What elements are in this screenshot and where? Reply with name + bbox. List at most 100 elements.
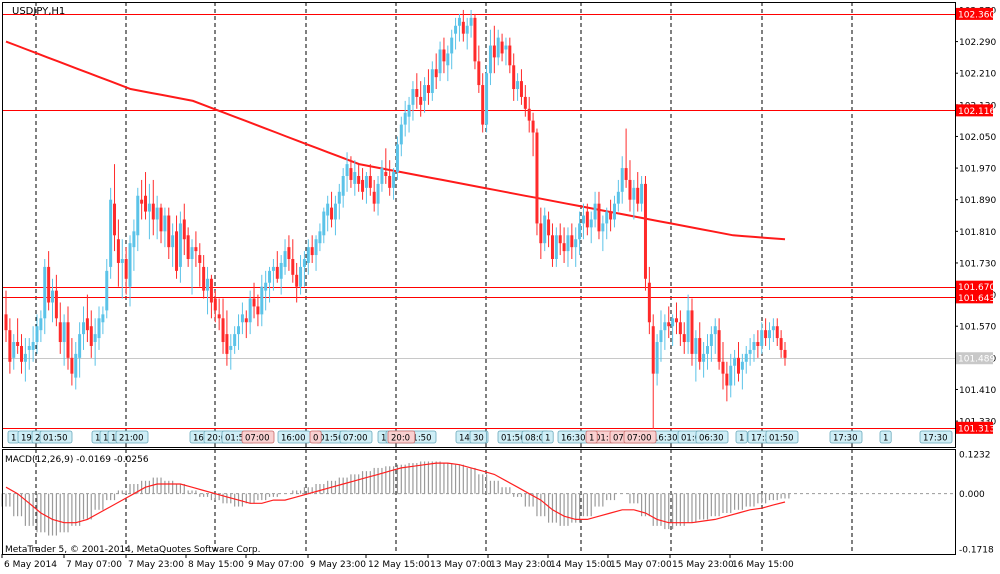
candle-body-3 — [16, 342, 20, 346]
macd-signal-line — [5, 462, 786, 524]
candle-body-84 — [330, 207, 334, 220]
candle-body-178 — [694, 338, 698, 354]
candle-body-9 — [39, 318, 43, 331]
price-tag-3 — [956, 291, 993, 304]
candle-body-53 — [209, 278, 213, 303]
candle-body-183 — [713, 326, 717, 335]
time-tick-label-7: 13 May 07:00 — [430, 560, 492, 570]
candle-body-201 — [783, 349, 787, 358]
candle-body-165 — [643, 183, 647, 279]
vertical-gridlines — [35, 2, 853, 554]
event-marker-bull-7 — [115, 430, 149, 444]
price-tick-label-5: 101.970 — [959, 165, 996, 175]
candle-body-51 — [202, 266, 206, 291]
candle-body-119 — [465, 25, 469, 34]
candle-body-15 — [62, 322, 66, 343]
candle-body-40 — [159, 207, 163, 232]
candle-body-160 — [624, 168, 628, 180]
horizontal-price-levels[interactable] — [2, 14, 955, 429]
candle-body-107 — [419, 96, 423, 105]
candle-body-129 — [504, 45, 508, 50]
candle-body-46 — [182, 219, 186, 240]
candle-body-24 — [97, 318, 101, 339]
candle-body-18 — [74, 353, 78, 378]
candle-body-21 — [85, 318, 89, 331]
candle-body-187 — [729, 365, 733, 386]
symbol-label: USDJPY,H1 — [12, 6, 65, 17]
candle-body-106 — [415, 89, 419, 97]
candle-body-23 — [93, 334, 97, 343]
event-marker-bear-2 — [387, 430, 416, 444]
candle-body-20 — [82, 322, 86, 335]
candle-body-2 — [12, 342, 16, 358]
candle-body-65 — [256, 306, 260, 315]
event-marker-bull-label-13: 07:00 — [343, 434, 368, 444]
candle-body-69 — [271, 266, 275, 271]
event-marker-strip[interactable]: 119:201:50116121:001620:001:5016:0001:50… — [7, 430, 953, 444]
event-marker-bull-29 — [765, 430, 799, 444]
event-marker-bull-label-9: 20:0 — [207, 434, 226, 444]
event-marker-bull-label-2: 2 — [35, 434, 40, 444]
candle-body-75 — [295, 274, 299, 287]
candle-body-101 — [395, 144, 399, 173]
candle-body-123 — [481, 85, 485, 125]
candle-body-5 — [23, 353, 27, 362]
candle-body-131 — [512, 65, 516, 90]
candle-body-33 — [132, 231, 136, 248]
candle-body-30 — [120, 259, 124, 263]
candle-body-142 — [554, 235, 558, 260]
candle-body-16 — [66, 322, 70, 358]
candle-body-42 — [167, 215, 171, 248]
candle-body-52 — [206, 278, 210, 291]
event-marker-bull-label-20: 08:0 — [525, 434, 544, 444]
candle-body-12 — [51, 290, 55, 303]
time-tick-label-5: 9 May 23:00 — [310, 560, 366, 570]
candle-body-61 — [240, 314, 244, 323]
candle-body-72 — [283, 251, 287, 267]
candle-body-158 — [616, 191, 620, 204]
candle-body-152 — [593, 203, 597, 220]
time-tick-label-0: 6 May 2014 — [4, 560, 57, 570]
time-tick-label-1: 7 May 07:00 — [66, 560, 122, 570]
candle-body-86 — [337, 191, 341, 204]
macd-tick-label-1: 0.000 — [959, 490, 985, 500]
candle-body-55 — [217, 314, 221, 319]
moving-average-line — [5, 40, 786, 241]
candle-body-58 — [229, 345, 233, 350]
candle-body-150 — [585, 211, 589, 228]
price-tag-label-0: 102.360 — [958, 10, 995, 20]
time-tick-label-8: 13 May 23:00 — [490, 560, 552, 570]
candle-body-196 — [764, 330, 768, 339]
candle-body-170 — [663, 322, 667, 331]
candle-body-67 — [264, 282, 268, 291]
candle-body-198 — [771, 326, 775, 331]
candle-body-194 — [756, 342, 760, 346]
price-tick-label-8: 101.730 — [959, 259, 996, 269]
candle-body-19 — [78, 334, 82, 358]
candle-body-114 — [446, 53, 450, 66]
candle-body-91 — [357, 175, 361, 184]
candle-body-173 — [674, 318, 678, 323]
candle-body-11 — [47, 266, 51, 303]
candle-body-70 — [275, 266, 279, 279]
candle-body-71 — [279, 262, 283, 279]
candle-body-177 — [690, 310, 694, 354]
candle-body-179 — [698, 338, 702, 362]
candle-body-127 — [496, 37, 500, 58]
price-tick-label-12: 101.410 — [959, 386, 996, 396]
candle-body-56 — [221, 318, 225, 343]
candle-body-104 — [407, 104, 411, 117]
candle-body-26 — [105, 270, 109, 311]
event-marker-bear-label-0: 07:00 — [245, 434, 270, 444]
time-tick-label-2: 7 May 23:00 — [128, 560, 184, 570]
candle-body-31 — [124, 259, 128, 279]
candle-body-130 — [508, 45, 512, 66]
event-marker-bull-31 — [879, 430, 892, 444]
candlestick-series — [4, 9, 787, 429]
time-axis[interactable]: 6 May 2014 7 May 07:00 7 May 23:00 8 May 15… — [1, 554, 794, 570]
candle-body-192 — [748, 349, 752, 354]
price-axis[interactable]: 102.370102.290102.210102.130102.050101.9… — [955, 6, 996, 556]
time-tick-label-6: 12 May 15:00 — [368, 560, 430, 570]
candle-body-94 — [368, 175, 372, 188]
